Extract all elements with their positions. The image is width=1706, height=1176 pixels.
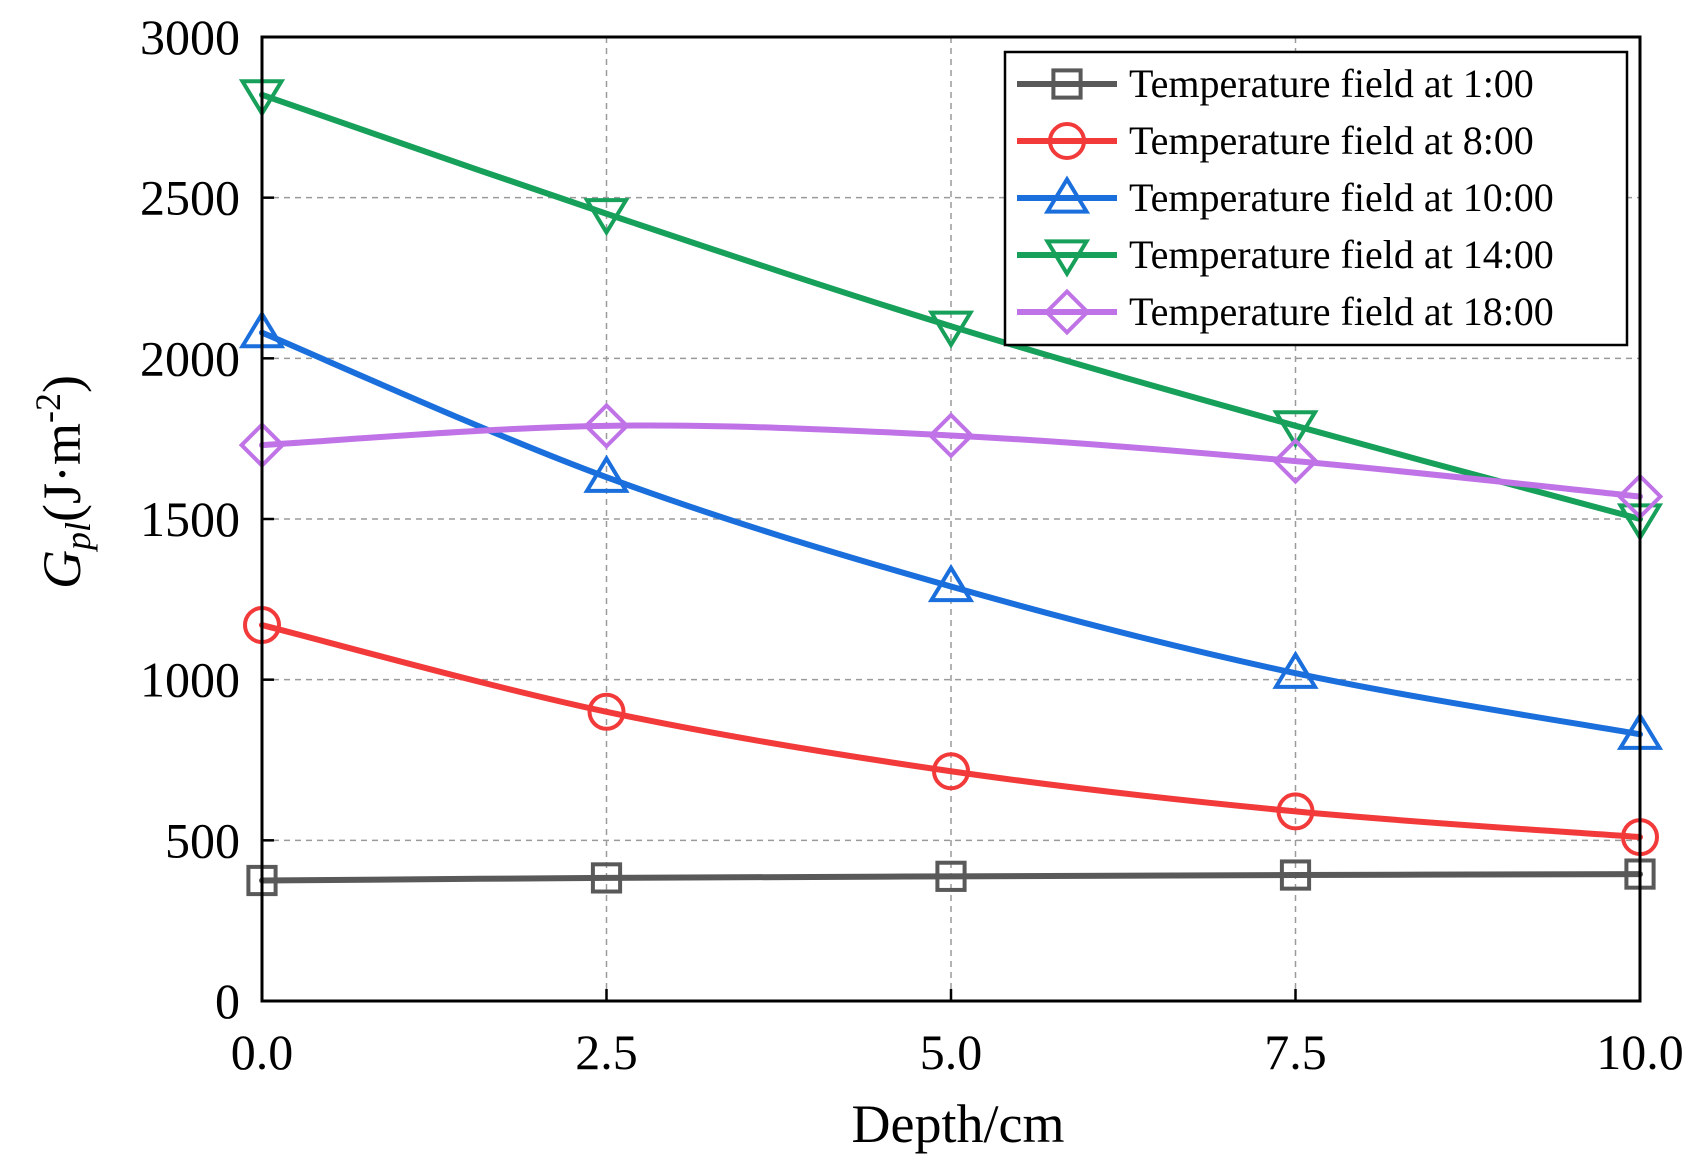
series-line-5 [259, 422, 1643, 500]
series-4-point [1272, 410, 1319, 449]
legend-label: Temperature field at 8:00 [1129, 118, 1534, 163]
y-tick-label: 2000 [140, 330, 240, 386]
y-axis-title: Gpl(J·m-2) [28, 375, 98, 589]
legend-label: Temperature field at 18:00 [1129, 289, 1554, 334]
y-axis-title-unit: (J·m [32, 423, 92, 522]
legend-label: Temperature field at 14:00 [1129, 232, 1554, 277]
legend-swatch-marker [1043, 175, 1091, 214]
series-1-point [1279, 859, 1312, 891]
legend-swatch-marker [1051, 68, 1083, 100]
y-tick-label: 1000 [140, 652, 240, 708]
series-5-point [583, 402, 630, 450]
y-axis-title-close: ) [32, 375, 92, 393]
x-tick-label: 10.0 [1596, 1024, 1684, 1080]
y-axis-title-symbol: G [32, 550, 92, 589]
y-tick-label: 0 [215, 973, 240, 1029]
legend-label: Temperature field at 10:00 [1129, 175, 1554, 220]
series-1-point [935, 860, 967, 892]
series-line-2 [259, 622, 1643, 841]
y-tick-label: 3000 [140, 9, 240, 65]
series-4-point [583, 198, 630, 237]
series-4-point [927, 310, 975, 349]
series-3-point [1272, 650, 1319, 689]
legend-label: Temperature field at 1:00 [1129, 61, 1534, 106]
x-tick-label: 5.0 [920, 1024, 983, 1080]
series-lines [259, 91, 1643, 884]
series-2-point [1276, 792, 1315, 831]
legend-swatch-marker [1048, 122, 1086, 160]
x-axis-ticks: 0.0 2.5 5.0 7.5 10.0 [231, 989, 1684, 1080]
y-axis-title-superscript: -2 [28, 393, 68, 423]
x-tick-label: 0.0 [231, 1024, 294, 1080]
legend: Temperature field at 1:00 Temperature fie… [1003, 50, 1629, 347]
y-axis-title-subscript: pl [58, 522, 98, 553]
series-2-point [587, 692, 626, 731]
y-tick-label: 1500 [140, 491, 240, 547]
legend-swatch-marker [1043, 239, 1091, 278]
y-tick-label: 500 [165, 812, 240, 868]
series-line-4 [259, 91, 1643, 522]
series-5-point [1272, 437, 1319, 485]
series-line-1 [259, 871, 1643, 884]
series-3-point [927, 563, 975, 603]
series-5-point [927, 412, 975, 459]
series-3-point [583, 454, 630, 493]
legend-swatch-marker [1043, 288, 1091, 336]
y-tick-label: 2500 [140, 170, 240, 226]
series-2-point [932, 752, 970, 791]
series-1-point [590, 862, 623, 894]
y-axis-ticks: 0 500 1000 1500 2000 2500 3000 [140, 9, 274, 1029]
x-axis-title: Depth/cm [852, 1094, 1065, 1154]
x-tick-label: 7.5 [1264, 1024, 1327, 1080]
x-tick-label: 2.5 [575, 1024, 638, 1080]
series-line-3 [259, 329, 1643, 738]
